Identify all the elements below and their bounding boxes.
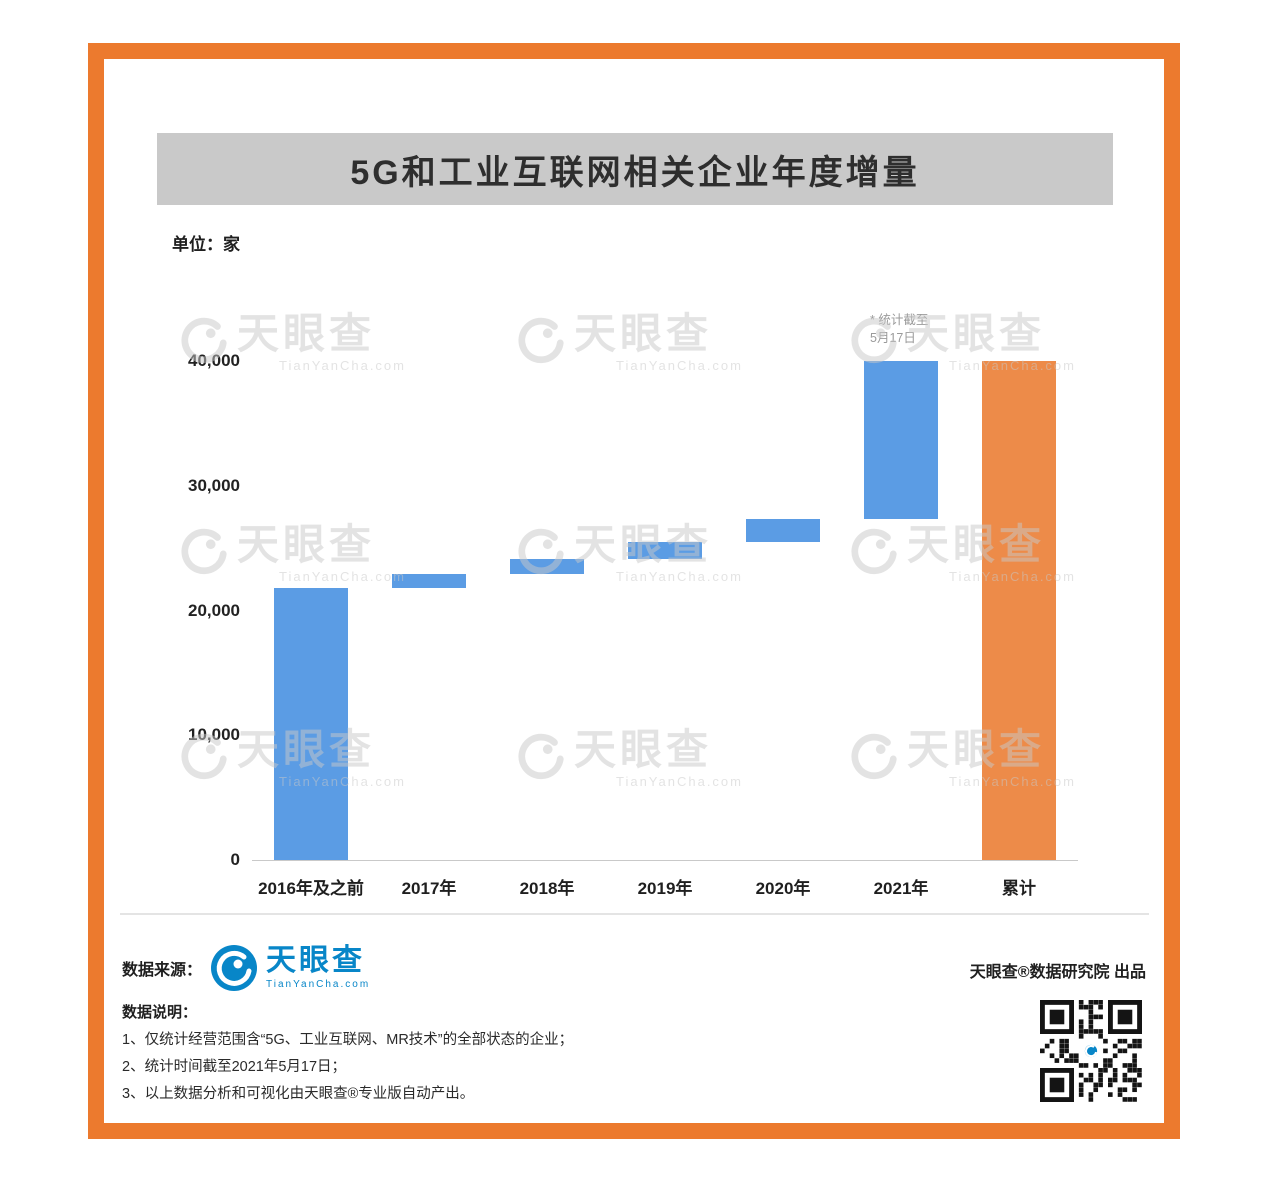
waterfall-bar-4 (628, 541, 702, 560)
x-axis-category-label: 累计 (1002, 879, 1036, 898)
y-axis-tick-label: 40,000 (188, 351, 240, 370)
y-axis-tick-label: 10,000 (188, 725, 240, 745)
x-axis-category-label: 2017年 (401, 879, 457, 898)
chart-title: 5G和工业互联网相关企业年度增量 (350, 153, 920, 192)
waterfall-bar-1 (274, 588, 348, 860)
y-axis-tick-label: 0 (230, 850, 240, 869)
waterfall-bar-2 (392, 574, 466, 589)
annotation-line2: 5月17日 (870, 331, 916, 346)
notes-list: 1、仅统计经营范围含“5G、工业互联网、MR技术”的全部状态的企业； 2、统计时间… (122, 1027, 573, 1108)
data-source-row: 数据来源： 天眼查 TianYanCha.com (122, 942, 370, 994)
qr-code (1040, 1000, 1142, 1102)
chart-plot-area: * 统计截至 5月17日 0 10,000 20,000 30,000 40,000 20… (188, 313, 1078, 898)
note-line-3: 3、以上数据分析和可视化由天眼查®专业版自动产出。 (122, 1086, 475, 1102)
note-line-1: 1、仅统计经营范围含“5G、工业互联网、MR技术”的全部状态的企业； (122, 1032, 574, 1048)
chart-title-bar: 5G和工业互联网相关企业年度增量 (157, 133, 1113, 205)
note-line-2: 2、统计时间截至2021年5月17日； (122, 1059, 347, 1075)
publisher-credit: 天眼查®数据研究院 出品 (969, 964, 1146, 981)
waterfall-bar-6 (864, 361, 938, 520)
notes-label: 数据说明： (122, 1004, 198, 1021)
x-axis-category-label: 2020年 (755, 879, 811, 898)
x-axis-category-label: 2016年及之前 (258, 879, 364, 898)
waterfall-bar-7 (982, 361, 1056, 860)
x-axis-category-label: 2018年 (519, 879, 575, 898)
y-axis-tick-label: 30,000 (188, 475, 240, 495)
logo-text: 天眼查 (266, 944, 366, 977)
waterfall-bar-5 (746, 519, 820, 542)
unit-label: 单位：家 (172, 235, 240, 254)
tianyancha-logo-icon (211, 945, 258, 991)
tianyancha-logo-text-block: 天眼查 TianYanCha.com (266, 946, 370, 990)
data-source-label: 数据来源： (122, 962, 203, 979)
waterfall-bar-3 (510, 559, 584, 575)
footer-divider (120, 913, 1149, 915)
x-axis-category-label: 2021年 (873, 879, 929, 898)
y-axis-tick-label: 20,000 (188, 600, 240, 620)
chart-annotation: * 统计截至 5月17日 (870, 311, 928, 347)
annotation-line1: * 统计截至 (870, 313, 929, 327)
x-axis-category-label: 2019年 (637, 879, 693, 898)
logo-subtext: TianYanCha.com (266, 979, 371, 990)
